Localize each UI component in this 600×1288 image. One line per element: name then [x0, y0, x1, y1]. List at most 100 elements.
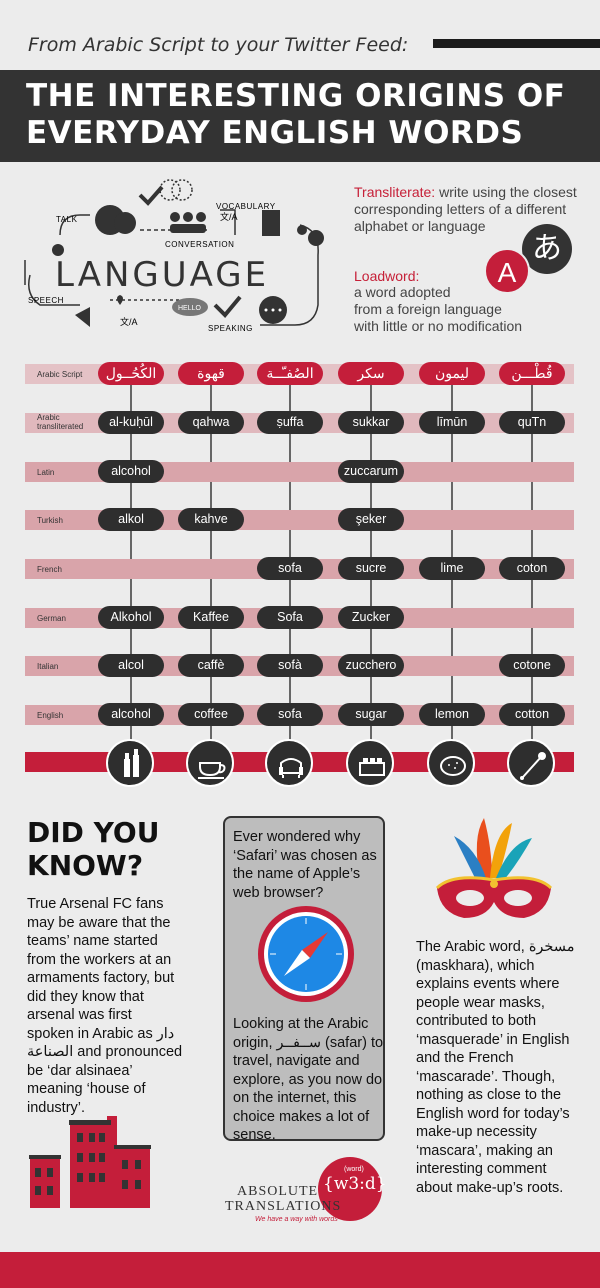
coffee-cup-icon: [186, 739, 234, 787]
paragraph-line: nothing as close to the: [416, 1087, 562, 1103]
mascara-paragraph: The Arabic word, مسخرة (maskhara), which e…: [416, 938, 596, 1197]
paragraph-line: web browser?: [233, 884, 324, 901]
logo-line-1: ABSOLUTE: [237, 1184, 319, 1199]
word-cell: الصُفـّــة: [257, 362, 323, 385]
paragraph-line: armaments factory, but: [27, 970, 175, 986]
word-cell: cotton: [499, 703, 565, 726]
word-cell: sofà: [257, 654, 323, 677]
paragraph-line: interesting comment: [416, 1161, 547, 1177]
row-label: Italian: [37, 662, 59, 671]
paragraph-line: explains events where: [416, 976, 560, 992]
did-you-know-title: DID YOU KNOW?: [27, 816, 160, 882]
latin-badge: A: [484, 248, 530, 294]
label-conversation: CONVERSATION: [165, 240, 234, 249]
language-word: LANGUAGE: [55, 255, 270, 295]
word-cell: sukkar: [338, 411, 404, 434]
paragraph-line: teams’ name started: [27, 933, 158, 949]
word-cell: lime: [419, 557, 485, 580]
translate-glyph: 文/A: [220, 211, 238, 222]
footer-bar: [0, 1252, 600, 1288]
word-cell: ṣuffa: [257, 411, 323, 434]
cotton-swab-icon: [507, 739, 555, 787]
word-cell: ليمون: [419, 362, 485, 385]
paragraph-line: ‘Safari’ was chosen as: [233, 847, 377, 864]
word-cell: cotone: [499, 654, 565, 677]
word-cell: sofa: [257, 703, 323, 726]
word-cell: alcohol: [98, 703, 164, 726]
word-cell: Alkohol: [98, 606, 164, 629]
paragraph-line: on the internet, this: [233, 1090, 357, 1106]
translate-glyph-2: 文/A: [120, 316, 138, 327]
carnival-mask-illustration: [435, 818, 553, 918]
paragraph-line: explore, as you now do: [233, 1071, 383, 1088]
logo-tagline: We have a way with words: [255, 1216, 338, 1223]
paragraph-line: arsenal was first: [27, 1007, 132, 1023]
row-label: German: [37, 614, 66, 623]
word-cell: zuccarum: [338, 460, 404, 483]
paragraph-line: الصناعة and pronounced: [27, 1044, 183, 1060]
word-cell: al-kuḥūl: [98, 411, 164, 434]
paragraph-line: English word for today’s: [416, 1105, 570, 1122]
paragraph-line: sense.: [233, 1127, 276, 1143]
word-cell: quTn: [499, 411, 565, 434]
paragraph-line: be ‘dar alsinaea’: [27, 1062, 133, 1079]
logo-bubble: [318, 1157, 382, 1221]
paragraph-line: ‘masquerade’ in English: [416, 1031, 570, 1048]
word-cell: alcol: [98, 654, 164, 677]
logo-badge-small: (word): [344, 1166, 364, 1173]
transliterate-term: Transliterate:: [354, 184, 436, 200]
paragraph-line: from the workers at an: [27, 951, 172, 968]
paragraph-line: about make-up’s roots.: [416, 1179, 564, 1196]
paragraph-line: meaning ‘house of: [27, 1081, 146, 1097]
paragraph-line: and the French: [416, 1050, 514, 1066]
row-label: Turkish: [37, 516, 63, 525]
definition-loanword: Loadword: a word adopted from a foreign …: [354, 268, 554, 335]
paragraph-line: ‘mascara’, making an: [416, 1142, 553, 1159]
word-cell: قهوة: [178, 362, 244, 385]
logo-badge: {w3:d}: [323, 1174, 387, 1194]
row-label: Arabic Script: [37, 370, 83, 379]
paragraph-line: (maskhara), which: [416, 957, 535, 974]
title-line-2: EVERYDAY ENGLISH WORDS: [26, 115, 524, 151]
row-label: French: [37, 565, 62, 574]
factory-illustration: [29, 1116, 151, 1208]
word-cell: قُطْـــن: [499, 362, 565, 385]
word-cell: līmūn: [419, 411, 485, 434]
safari-panel: Ever wondered why ‘Safari’ was chosen as t…: [223, 816, 385, 1143]
paragraph-line: travel, navigate and: [233, 1053, 360, 1069]
word-cell: sofa: [257, 557, 323, 580]
word-cell: zucchero: [338, 654, 404, 677]
paragraph-line: Looking at the Arabic: [233, 1016, 369, 1032]
row-label: Arabic transliterated: [37, 413, 84, 431]
sugar-box-icon: [346, 739, 394, 787]
title-banner: THE INTERESTING ORIGINS OF EVERYDAY ENGL…: [0, 70, 600, 162]
header-subtitle: From Arabic Script to your Twitter Feed:: [28, 34, 409, 56]
word-cell: qahwa: [178, 411, 244, 434]
word-cell: coffee: [178, 703, 244, 726]
word-cell: lemon: [419, 703, 485, 726]
word-cell: Zucker: [338, 606, 404, 629]
label-talk: TALK: [56, 215, 78, 224]
paragraph-line: industry’.: [27, 1099, 86, 1116]
japanese-badge: あ: [522, 224, 572, 274]
word-cell: سكر: [338, 362, 404, 385]
word-cell: Sofa: [257, 606, 323, 629]
word-cell: caffè: [178, 654, 244, 677]
arsenal-paragraph: True Arsenal FC fans may be aware that th…: [27, 895, 217, 1117]
paragraph-line: may be aware that the: [27, 914, 171, 931]
word-cell: Kaffee: [178, 606, 244, 629]
safari-question: Ever wondered why ‘Safari’ was chosen as t…: [233, 828, 383, 902]
word-cell: alcohol: [98, 460, 164, 483]
paragraph-line: contributed to both: [416, 1013, 537, 1029]
paragraph-line: did they know that: [27, 988, 144, 1005]
paragraph-line: The Arabic word, مسخرة: [416, 939, 575, 955]
paragraph-line: the name of Apple’s: [233, 866, 361, 882]
paragraph-line: ‘mascarade’. Though,: [416, 1068, 556, 1085]
paragraph-line: choice makes a lot of: [233, 1108, 370, 1125]
title-line-1: THE INTERESTING ORIGINS OF: [26, 78, 566, 114]
bottles-icon: [106, 739, 154, 787]
logo-line-2: TRANSLATIONS: [225, 1199, 342, 1214]
label-speaking: SPEAKING: [208, 324, 253, 333]
safari-answer: Looking at the Arabic origin, ســفــر (sa…: [233, 1015, 385, 1145]
language-illustration: VOCABULARY TALK CONVERSATION SPEECH HELL…: [24, 179, 324, 333]
